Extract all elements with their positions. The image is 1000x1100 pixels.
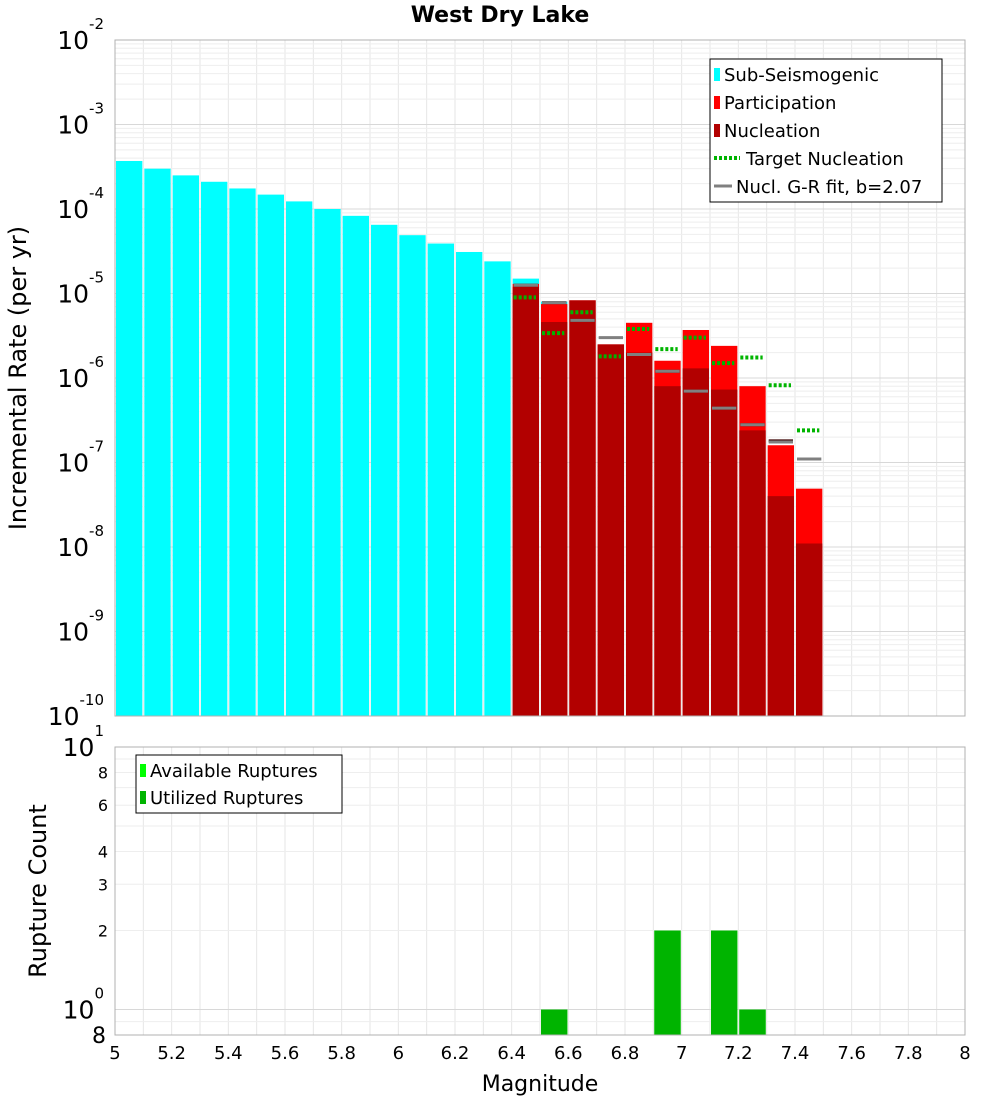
- sub-seismogenic-bar: [484, 261, 511, 716]
- legend-swatch: [714, 68, 720, 81]
- count-y-tick-label: 100: [63, 985, 104, 1025]
- utilized-ruptures-bar: [711, 930, 738, 1035]
- sub-seismogenic-bar: [116, 160, 143, 717]
- x-tick-label: 5.4: [214, 1043, 243, 1064]
- legend-label: Participation: [724, 93, 836, 114]
- x-tick-label: 6.4: [497, 1043, 526, 1064]
- x-tick-label: 7.4: [781, 1043, 810, 1064]
- legend-label: Available Ruptures: [150, 761, 318, 782]
- nucleation-bar: [682, 368, 709, 716]
- sub-seismogenic-bar: [286, 201, 313, 716]
- legend-label: Target Nucleation: [745, 149, 904, 170]
- sub-seismogenic-bar: [229, 188, 256, 717]
- x-tick-label: 7.2: [724, 1043, 753, 1064]
- legend-label: Nucleation: [724, 121, 820, 142]
- count-y-tick-label: 101: [63, 722, 104, 762]
- legend-label: Sub-Seismogenic: [724, 65, 879, 86]
- sub-seismogenic-bar: [144, 168, 171, 717]
- count-y-tick-label: 8: [92, 1024, 106, 1049]
- sub-seismogenic-bar: [257, 194, 284, 716]
- legend-swatch: [140, 791, 146, 804]
- sub-seismogenic-bar: [456, 251, 483, 717]
- x-tick-label: 7.8: [894, 1043, 923, 1064]
- rate-y-axis-label: Incremental Rate (per yr): [4, 226, 32, 530]
- legend-label: Utilized Ruptures: [150, 788, 303, 809]
- count-y-tick-label: 4: [98, 842, 108, 861]
- nucleation-bar: [739, 430, 766, 716]
- nucleation-bar: [541, 321, 568, 716]
- count-y-tick-label: 8: [98, 763, 108, 782]
- x-tick-label: 5: [109, 1043, 120, 1064]
- sub-seismogenic-bar: [427, 243, 454, 716]
- count-y-tick-label: 2: [98, 922, 108, 941]
- nucleation-bar: [711, 389, 738, 716]
- y-tick-label: 10-6: [57, 353, 104, 393]
- utilized-ruptures-bar: [541, 1009, 568, 1035]
- sub-seismogenic-bar: [201, 181, 228, 717]
- nucleation-bar: [796, 543, 823, 716]
- x-tick-label: 6.6: [554, 1043, 583, 1064]
- x-tick-label: 6.8: [611, 1043, 640, 1064]
- x-tick-label: 5.8: [327, 1043, 356, 1064]
- y-tick-label: 10-8: [57, 522, 104, 562]
- x-tick-label: 5.2: [157, 1043, 186, 1064]
- legend-swatch: [714, 124, 720, 137]
- x-tick-label: 6.2: [441, 1043, 470, 1064]
- y-tick-label: 10-9: [57, 607, 104, 647]
- count-y-tick-label: 6: [98, 796, 108, 815]
- legend-label: Nucl. G-R fit, b=2.07: [736, 177, 922, 198]
- sub-seismogenic-bar: [399, 235, 426, 716]
- x-tick-label: 8: [959, 1043, 970, 1064]
- count-y-axis-label: Rupture Count: [24, 804, 52, 978]
- rate-grid: [114, 39, 966, 717]
- y-tick-label: 10-3: [57, 100, 104, 140]
- nucleation-bar: [626, 352, 653, 716]
- x-tick-label: 6: [393, 1043, 404, 1064]
- legend-swatch: [714, 96, 720, 109]
- count-plot-frame: [114, 746, 966, 1036]
- rate-plot-frame: [114, 39, 966, 717]
- y-tick-label: 10-5: [57, 269, 104, 309]
- x-tick-label: 7: [676, 1043, 687, 1064]
- utilized-ruptures-bar: [654, 930, 681, 1035]
- rate-legend: [709, 58, 943, 203]
- sub-seismogenic-bar: [342, 215, 369, 717]
- count-y-tick-label: 3: [98, 875, 108, 894]
- chart-title: West Dry Lake: [411, 3, 590, 28]
- x-tick-label: 7.6: [837, 1043, 866, 1064]
- sub-seismogenic-bar: [172, 175, 199, 716]
- y-tick-label: 10-2: [57, 15, 104, 55]
- sub-seismogenic-bar: [371, 224, 398, 716]
- y-tick-label: 10-4: [57, 184, 104, 224]
- count-legend: [135, 754, 343, 814]
- nucleation-bar: [512, 286, 539, 716]
- nucleation-bar: [654, 386, 681, 716]
- sub-seismogenic-bar: [314, 209, 341, 716]
- nucleation-bar: [597, 344, 624, 716]
- x-axis-label: Magnitude: [482, 1072, 599, 1097]
- x-tick-label: 5.6: [271, 1043, 300, 1064]
- y-tick-label: 10-7: [57, 438, 104, 478]
- legend-swatch: [140, 764, 146, 777]
- utilized-ruptures-bar: [739, 1009, 766, 1035]
- y-tick-label: 10-10: [48, 691, 104, 731]
- nucleation-bar: [767, 496, 794, 716]
- nucleation-bar: [569, 300, 596, 716]
